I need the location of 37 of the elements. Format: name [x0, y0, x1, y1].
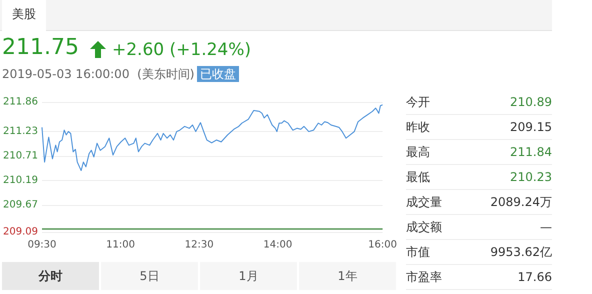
y-tick-label: 210.71 — [2, 150, 38, 162]
text: 1月 — [200, 262, 297, 290]
text: 2089.24万 — [490, 195, 552, 209]
category-label: 市值 — [406, 244, 430, 261]
text: — — [540, 220, 552, 234]
text: 9953.62亿 — [490, 245, 552, 259]
category-label: 最高 — [406, 144, 430, 161]
y-tick-label: 211.23 — [2, 126, 38, 138]
category-label: 今开 — [406, 94, 430, 111]
text: 分时 — [2, 262, 99, 290]
text: 已收盘 — [197, 66, 239, 82]
x-tick-label: 11:00 — [106, 240, 136, 250]
x-tick-label: 12:30 — [184, 240, 214, 250]
y-tick-label: 211.86 — [2, 96, 38, 108]
y-tick-label: 209.67 — [2, 199, 38, 210]
x-tick-label: 14:00 — [263, 240, 292, 250]
category-label: 市盈率 — [406, 269, 442, 286]
x-tick-label: 16:00 — [368, 240, 398, 250]
chart-subtitle: 2019-05-03 16:00:00 (美东时间) — [2, 66, 194, 82]
x-tick-label: 09:30 — [28, 240, 56, 250]
chart-title: 211.75 — [2, 34, 79, 62]
text: 美股 — [2, 0, 46, 31]
text: 1年 — [299, 262, 396, 290]
text: 210.89 — [510, 95, 552, 109]
text: 17.66 — [518, 270, 552, 284]
text: 209.15 — [510, 120, 552, 134]
category-label: 成交量 — [406, 194, 442, 211]
category-label: 最低 — [406, 169, 430, 186]
category-label: 昨收 — [406, 119, 430, 136]
category-label: 成交额 — [406, 219, 442, 236]
y-tick-label: 209.09 — [2, 226, 38, 238]
y-tick-label: 210.19 — [2, 174, 38, 186]
text: 210.23 — [510, 170, 552, 184]
text: +2.60 (+1.24%) — [112, 39, 252, 62]
text: 211.84 — [510, 145, 552, 159]
text: 5日 — [101, 262, 198, 290]
line-series — [41, 104, 384, 172]
